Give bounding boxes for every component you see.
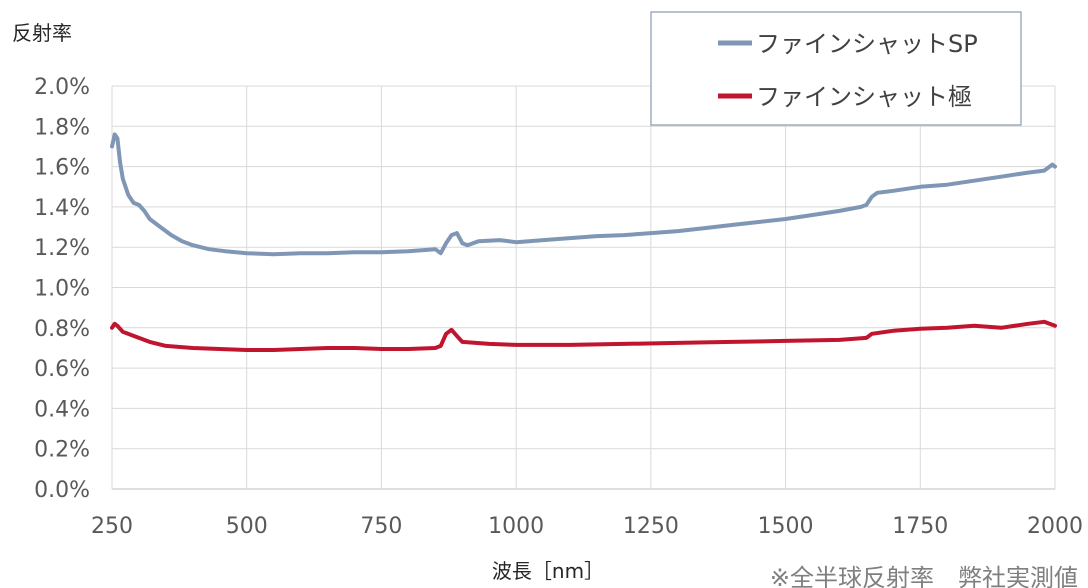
y-tick-label: 0.0% xyxy=(34,478,90,503)
x-tick-labels: 250 500 750 1000 1250 1500 1750 2000 xyxy=(91,514,1083,539)
legend-label-series-0: ファインシャットSP xyxy=(756,30,978,58)
y-tick-label: 0.2% xyxy=(34,438,90,463)
y-tick-label: 1.4% xyxy=(34,196,90,221)
x-axis-label: 波長［nm］ xyxy=(492,559,604,583)
y-axis-label: 反射率 xyxy=(12,21,72,45)
x-tick-label: 2000 xyxy=(1027,514,1083,539)
y-tick-label: 1.8% xyxy=(34,115,90,140)
x-tick-label: 1750 xyxy=(892,514,948,539)
x-tick-label: 1250 xyxy=(623,514,679,539)
y-tick-label: 1.2% xyxy=(34,236,90,261)
y-tick-label: 1.0% xyxy=(34,277,90,302)
legend-label-series-1: ファインシャット極 xyxy=(756,83,972,111)
series-lines xyxy=(110,132,1057,352)
measurement-note: ※全半球反射率 弊社実測値 xyxy=(770,564,1078,588)
y-tick-label: 0.8% xyxy=(34,317,90,342)
series-line-1 xyxy=(110,319,1057,352)
legend: ファインシャットSP ファインシャット極 xyxy=(650,11,1022,126)
y-tick-labels: 0.0% 0.2% 0.4% 0.6% 0.8% 1.0% 1.2% 1.4% 1.6% 1.8%… xyxy=(34,75,90,503)
y-tick-label: 1.6% xyxy=(34,156,90,181)
gridlines xyxy=(111,85,1056,490)
y-tick-label: 2.0% xyxy=(34,75,90,100)
x-tick-label: 1500 xyxy=(758,514,814,539)
y-tick-label: 0.6% xyxy=(34,357,90,382)
series-line-0 xyxy=(110,132,1057,257)
x-tick-label: 750 xyxy=(360,514,402,539)
y-tick-label: 0.4% xyxy=(34,397,90,422)
x-tick-label: 500 xyxy=(226,514,268,539)
x-tick-label: 250 xyxy=(91,514,133,539)
legend-box xyxy=(650,11,1022,126)
x-tick-label: 1000 xyxy=(488,514,544,539)
